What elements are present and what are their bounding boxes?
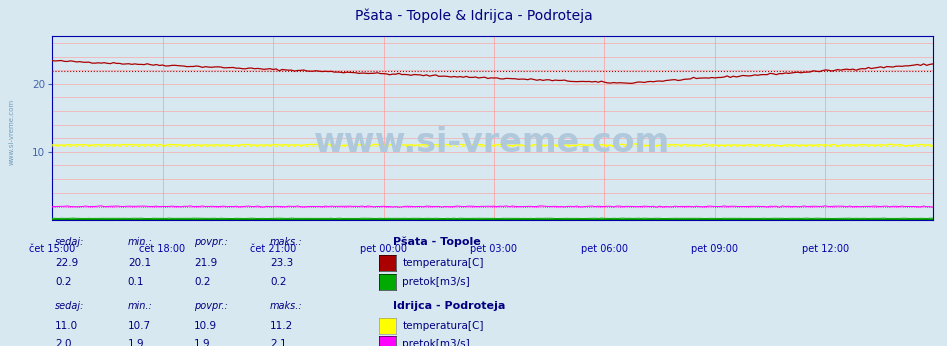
Text: čet 15:00: čet 15:00 xyxy=(29,244,75,254)
Text: www.si-vreme.com: www.si-vreme.com xyxy=(314,126,670,159)
Text: pet 09:00: pet 09:00 xyxy=(691,244,739,254)
Text: povpr.:: povpr.: xyxy=(194,301,228,311)
Text: 21.9: 21.9 xyxy=(194,258,218,268)
Text: 23.3: 23.3 xyxy=(270,258,294,268)
Text: sedaj:: sedaj: xyxy=(55,237,84,247)
Text: temperatura[C]: temperatura[C] xyxy=(402,258,484,268)
Text: pet 03:00: pet 03:00 xyxy=(471,244,517,254)
Text: maks.:: maks.: xyxy=(270,237,302,247)
Text: min.:: min.: xyxy=(128,301,152,311)
Text: www.si-vreme.com: www.si-vreme.com xyxy=(9,98,14,165)
Text: 2.0: 2.0 xyxy=(55,339,71,346)
Text: čet 18:00: čet 18:00 xyxy=(139,244,186,254)
Text: 10.9: 10.9 xyxy=(194,321,217,331)
Text: pet 00:00: pet 00:00 xyxy=(360,244,407,254)
Text: 0.1: 0.1 xyxy=(128,277,144,287)
Text: temperatura[C]: temperatura[C] xyxy=(402,321,484,331)
Text: Idrijca - Podroteja: Idrijca - Podroteja xyxy=(393,301,506,311)
Text: sedaj:: sedaj: xyxy=(55,301,84,311)
Text: pet 12:00: pet 12:00 xyxy=(802,244,849,254)
Text: maks.:: maks.: xyxy=(270,301,302,311)
Text: pretok[m3/s]: pretok[m3/s] xyxy=(402,277,471,287)
Text: 0.2: 0.2 xyxy=(55,277,71,287)
Text: min.:: min.: xyxy=(128,237,152,247)
Text: 22.9: 22.9 xyxy=(55,258,79,268)
Text: Pšata - Topole & Idrijca - Podroteja: Pšata - Topole & Idrijca - Podroteja xyxy=(354,9,593,23)
Text: 0.2: 0.2 xyxy=(194,277,210,287)
Text: 11.2: 11.2 xyxy=(270,321,294,331)
Text: 10.7: 10.7 xyxy=(128,321,151,331)
Text: čet 21:00: čet 21:00 xyxy=(250,244,296,254)
Text: 1.9: 1.9 xyxy=(128,339,145,346)
Text: 2.1: 2.1 xyxy=(270,339,287,346)
Text: pet 06:00: pet 06:00 xyxy=(581,244,628,254)
Text: Pšata - Topole: Pšata - Topole xyxy=(393,237,481,247)
Text: pretok[m3/s]: pretok[m3/s] xyxy=(402,339,471,346)
Text: 0.2: 0.2 xyxy=(270,277,286,287)
Text: povpr.:: povpr.: xyxy=(194,237,228,247)
Text: 20.1: 20.1 xyxy=(128,258,151,268)
Text: 11.0: 11.0 xyxy=(55,321,78,331)
Text: 1.9: 1.9 xyxy=(194,339,211,346)
